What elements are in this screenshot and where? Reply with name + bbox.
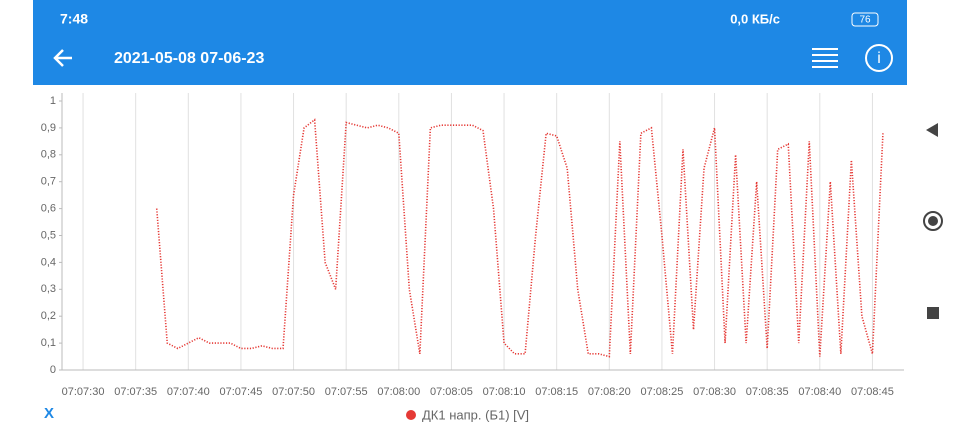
x-tick-label: 07:08:20	[588, 386, 631, 398]
y-tick-label: 0,8	[41, 149, 56, 161]
x-tick-label: 07:07:35	[114, 386, 157, 398]
x-tick-label: 07:07:30	[62, 386, 105, 398]
y-tick-label: 0,5	[41, 229, 56, 241]
y-tick-label: 1	[50, 95, 56, 107]
x-tick-label: 07:07:55	[325, 386, 368, 398]
y-tick-label: 0,7	[41, 176, 56, 188]
chart: 07:07:30 07:07:35 07:07:40 07:07:45 07:07:50…	[41, 93, 904, 422]
app-bar	[33, 0, 907, 85]
data-line	[155, 118, 884, 358]
x-tick-label: 07:07:50	[272, 386, 315, 398]
x-tick-label: 07:08:25	[641, 386, 684, 398]
nav-recent[interactable]	[927, 307, 939, 319]
info-icon: i	[877, 50, 881, 67]
y-tick-label: 0	[50, 364, 56, 376]
legend-label: ДК1 напр. (Б1) [V]	[422, 407, 529, 422]
x-tick-label: 07:08:40	[798, 386, 841, 398]
app-title: 2021-05-08 07-06-23	[114, 50, 264, 67]
status-network: 0,0 КБ/с	[730, 11, 780, 26]
nav-home[interactable]	[923, 211, 943, 231]
list-button[interactable]	[812, 48, 838, 68]
x-tick-label: 07:08:00	[377, 386, 420, 398]
y-tick-label: 0,4	[41, 256, 56, 268]
x-tick-label: 07:08:15	[535, 386, 578, 398]
x-tick-label: 07:08:05	[430, 386, 473, 398]
status-time: 7:48	[60, 11, 88, 27]
nav-home-dot	[928, 216, 938, 226]
y-tick-label: 0,1	[41, 337, 56, 349]
y-tick-label: 0,6	[41, 203, 56, 215]
legend-marker	[406, 410, 416, 420]
battery-icon	[851, 12, 879, 27]
y-tick-label: 0,3	[41, 283, 56, 295]
back-button[interactable]	[53, 49, 72, 67]
x-tick-label: 07:08:35	[746, 386, 789, 398]
x-tick-label: 07:07:45	[220, 386, 263, 398]
x-axis-button[interactable]: X	[44, 405, 54, 422]
y-tick-label: 0,2	[41, 310, 56, 322]
y-tick-label: 0,9	[41, 122, 56, 134]
info-button[interactable]	[865, 44, 893, 72]
x-tick-label: 07:08:45	[851, 386, 894, 398]
x-tick-label: 07:08:10	[483, 386, 526, 398]
x-tick-label: 07:07:40	[167, 386, 210, 398]
nav-back[interactable]	[926, 123, 938, 137]
status-battery: 76	[859, 15, 871, 26]
x-tick-label: 07:08:30	[693, 386, 736, 398]
